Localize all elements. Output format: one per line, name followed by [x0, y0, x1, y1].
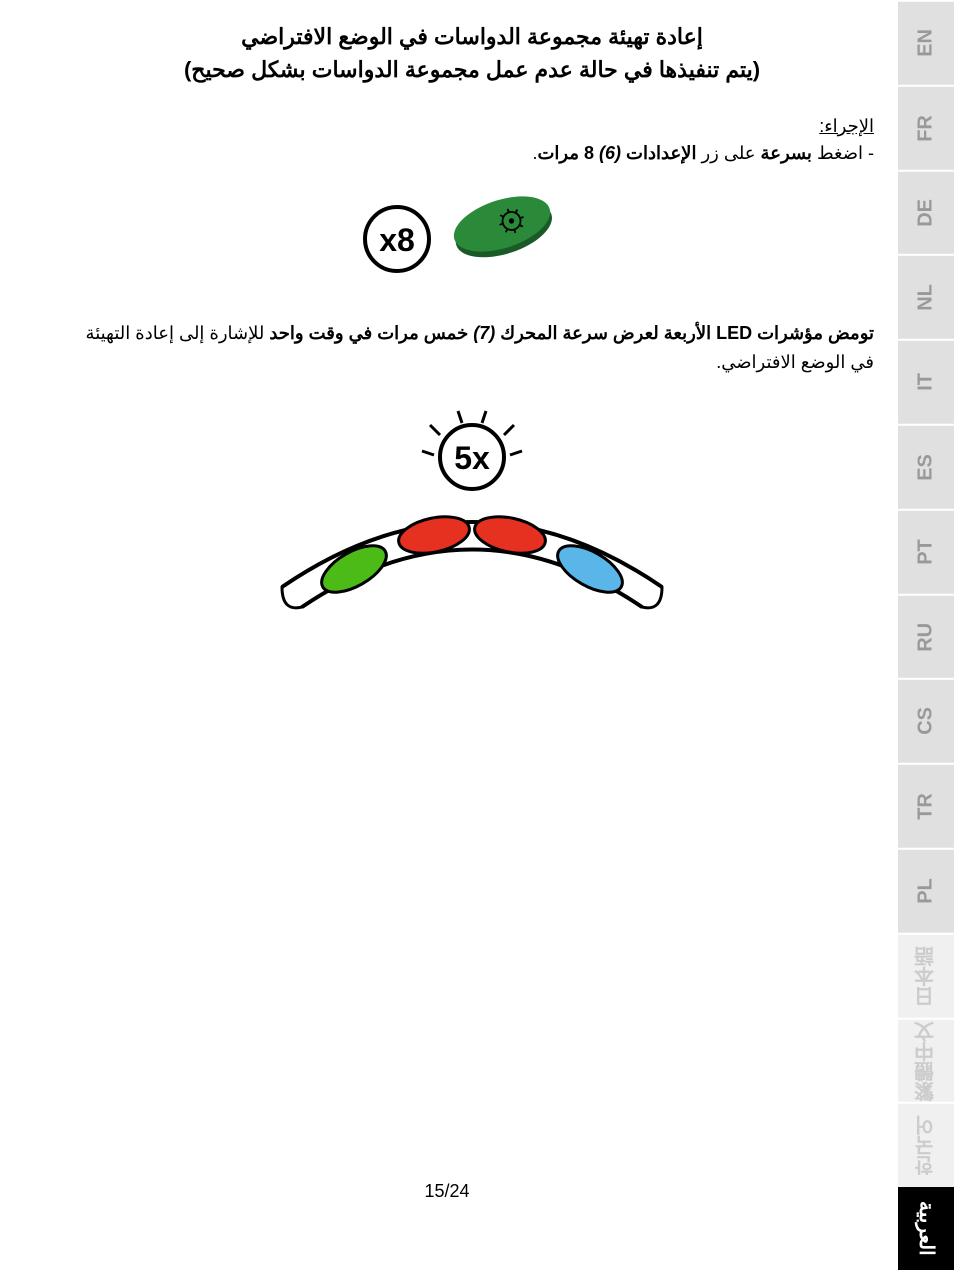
page-number: 15/24: [0, 1181, 894, 1202]
lang-tab-NL[interactable]: NL: [898, 254, 954, 339]
title-line-1: إعادة تهيئة مجموعة الدواسات في الوضع الا…: [70, 20, 874, 53]
lang-tab-RU[interactable]: RU: [898, 594, 954, 679]
lang-tab-العربية[interactable]: العربية: [898, 1187, 954, 1272]
led-arc-diagram: 5x: [262, 397, 682, 627]
figure-led-arc: 5x: [262, 397, 682, 632]
lang-tab-日本語[interactable]: 日本語: [898, 933, 954, 1018]
page-title: إعادة تهيئة مجموعة الدواسات في الوضع الا…: [70, 20, 874, 86]
lang-tab-EN[interactable]: EN: [898, 0, 954, 85]
lang-tab-ES[interactable]: ES: [898, 424, 954, 509]
lang-tab-TR[interactable]: TR: [898, 763, 954, 848]
led-description: تومض مؤشرات LED الأربعة لعرض سرعة المحرك…: [70, 319, 874, 377]
title-line-2: (يتم تنفيذها في حالة عدم عمل مجموعة الدو…: [70, 53, 874, 86]
procedure-label: الإجراء:: [70, 116, 874, 137]
lang-tab-FR[interactable]: FR: [898, 85, 954, 170]
figure-button-x8: x8: [342, 184, 602, 289]
lang-tab-IT[interactable]: IT: [898, 339, 954, 424]
procedure-text: - اضغط بسرعة على زر الإعدادات (6) 8 مرات…: [70, 143, 874, 164]
x5-label: 5x: [454, 440, 490, 476]
lang-tab-CS[interactable]: CS: [898, 678, 954, 763]
lang-tab-繁體中文[interactable]: 繁體中文: [898, 1018, 954, 1103]
button-press-diagram: x8: [342, 184, 602, 284]
lang-tab-한국어[interactable]: 한국어: [898, 1102, 954, 1187]
language-tabs: ENFRDENLITESPTRUCSTRPL日本語繁體中文한국어العربية: [898, 0, 954, 1272]
lang-tab-DE[interactable]: DE: [898, 170, 954, 255]
page-content: إعادة تهيئة مجموعة الدواسات في الوضع الا…: [70, 20, 874, 642]
lang-tab-PL[interactable]: PL: [898, 848, 954, 933]
lang-tab-PT[interactable]: PT: [898, 509, 954, 594]
x8-label: x8: [379, 222, 415, 258]
